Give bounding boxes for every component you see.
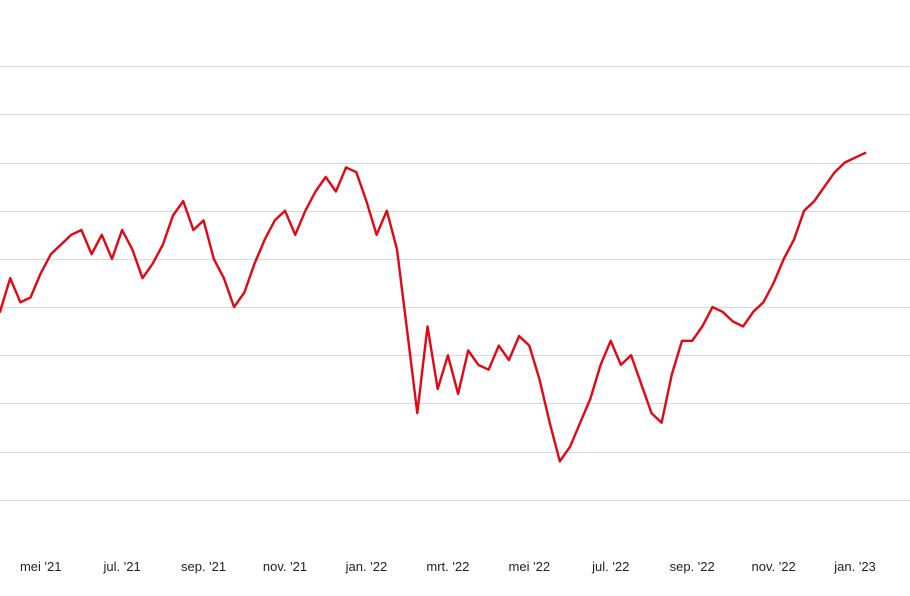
grid-lines bbox=[0, 66, 910, 501]
series-line-0 bbox=[0, 151, 867, 463]
x-tick-label: jan. '23 bbox=[833, 559, 876, 574]
x-tick-label: sep. '21 bbox=[181, 559, 226, 574]
series-layer bbox=[0, 151, 867, 463]
x-tick-label: nov. '21 bbox=[263, 559, 307, 574]
x-tick-label: jan. '22 bbox=[345, 559, 388, 574]
x-tick-label: mei '21 bbox=[20, 559, 62, 574]
x-tick-label: jul. '22 bbox=[591, 559, 629, 574]
x-tick-label: jul. '21 bbox=[103, 559, 141, 574]
x-tick-label: mrt. '22 bbox=[426, 559, 469, 574]
x-tick-label: mei '22 bbox=[509, 559, 551, 574]
x-tick-label: sep. '22 bbox=[670, 559, 715, 574]
x-axis-tick-labels: mei '21 jul. '21 sep. '21 nov. '21 jan. '22 m… bbox=[20, 559, 876, 574]
x-tick-label: nov. '22 bbox=[752, 559, 796, 574]
